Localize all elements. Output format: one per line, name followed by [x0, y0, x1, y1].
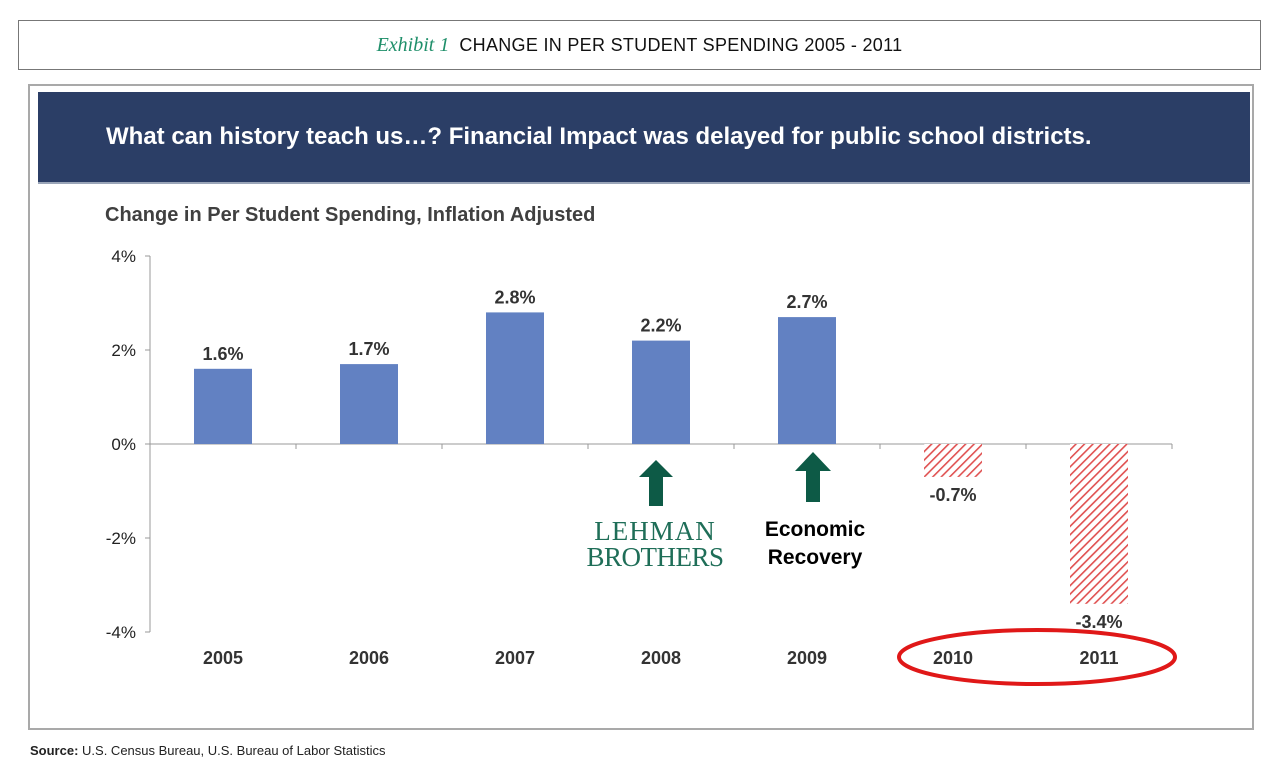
axes: 4% 2% 0% -2% -4%	[106, 247, 1173, 642]
exhibit-label: Exhibit 1	[376, 33, 450, 56]
y-tick-label: -2%	[106, 529, 136, 548]
x-tick-label-2010: 2010	[933, 648, 973, 668]
x-tick-label-2011: 2011	[1079, 648, 1118, 668]
lehman-logo-line2: BROTHERS	[586, 542, 723, 572]
value-label-2011: -3.4%	[1075, 612, 1122, 632]
source-text: U.S. Census Bureau, U.S. Bureau of Labor…	[82, 743, 386, 758]
y-tick-label: 4%	[111, 247, 136, 266]
value-label-2010: -0.7%	[929, 485, 976, 505]
recovery-label-line2: Recovery	[768, 546, 863, 569]
bars: 1.6% 2005 1.7% 2006 2.8% 2007 2.2% 2008 2.7% 2009…	[194, 287, 1128, 668]
bar-2010	[924, 444, 982, 477]
source-label: Source:	[30, 743, 79, 758]
value-label-2009: 2.7%	[786, 292, 827, 312]
y-tick-label: -4%	[106, 623, 136, 642]
x-tick-label-2007: 2007	[495, 648, 535, 668]
annotations: LEHMAN BROTHERS Economic Recovery	[586, 452, 1177, 686]
x-tick-label-2005: 2005	[203, 648, 243, 668]
y-tick-label: 2%	[111, 341, 136, 360]
bar-2005	[194, 368, 252, 444]
bar-2007	[486, 312, 544, 444]
exhibit-header: Exhibit 1 CHANGE IN PER STUDENT SPENDING…	[18, 20, 1261, 70]
value-label-2007: 2.8%	[494, 287, 535, 307]
arrow-up-icon-recovery	[795, 452, 831, 502]
exhibit-title: CHANGE IN PER STUDENT SPENDING 2005 - 20…	[459, 34, 903, 55]
source-note: Source: U.S. Census Bureau, U.S. Bureau …	[30, 743, 386, 758]
value-label-2005: 1.6%	[202, 344, 243, 364]
y-tick-label: 0%	[111, 435, 136, 454]
bar-2009	[778, 317, 836, 444]
chart-title: Change in Per Student Spending, Inflatio…	[105, 204, 595, 226]
x-tick-label-2009: 2009	[787, 648, 827, 668]
value-label-2008: 2.2%	[640, 316, 681, 336]
highlight-ellipse	[897, 628, 1177, 686]
banner-text: What can history teach us…? Financial Im…	[106, 123, 1092, 150]
x-tick-label-2006: 2006	[349, 648, 389, 668]
recovery-label-line1: Economic	[765, 518, 866, 541]
bar-2011	[1070, 444, 1128, 604]
arrow-up-icon-lehman	[639, 460, 673, 506]
banner: What can history teach us…? Financial Im…	[38, 92, 1250, 184]
bar-2008	[632, 340, 690, 444]
value-label-2006: 1.7%	[348, 339, 389, 359]
x-tick-label-2008: 2008	[641, 648, 681, 668]
lehman-logo-line1: LEHMAN	[594, 516, 716, 546]
bar-2006	[340, 364, 398, 444]
